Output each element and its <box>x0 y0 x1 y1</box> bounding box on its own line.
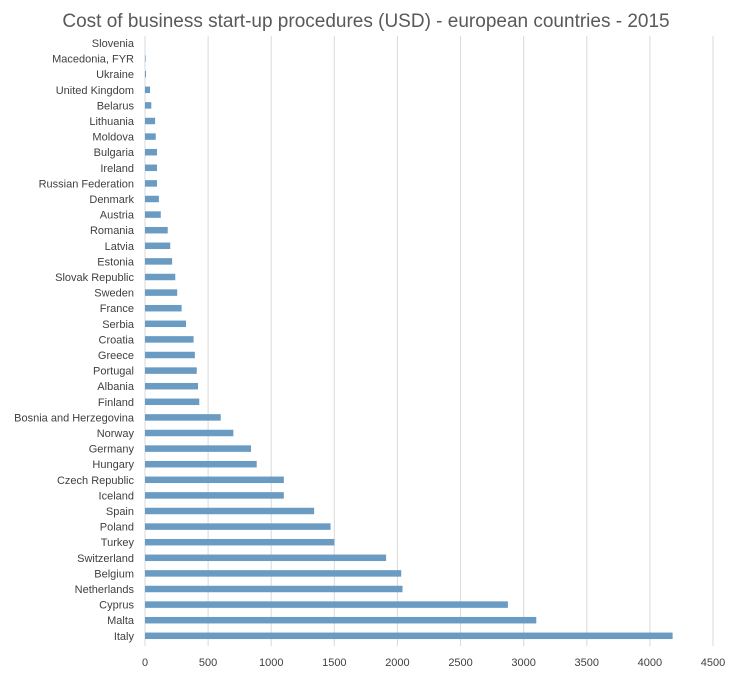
bar <box>145 242 171 250</box>
category-labels: Slovenia Macedonia, FYR Ukraine United King… <box>14 38 135 643</box>
category-label: Lithuania <box>89 116 135 128</box>
bar <box>145 367 197 374</box>
bar <box>145 86 151 94</box>
bar <box>145 133 156 140</box>
bar <box>145 523 331 530</box>
category-label: Denmark <box>89 194 134 206</box>
x-tick-label: 500 <box>199 657 217 669</box>
category-label: Belgium <box>94 568 134 580</box>
category-label: Ukraine <box>96 69 134 81</box>
category-label: Latvia <box>105 241 135 253</box>
category-label: Russian Federation <box>39 178 134 190</box>
bar <box>145 211 161 218</box>
bars <box>145 55 673 640</box>
category-label: France <box>100 303 134 315</box>
x-tick-label: 1500 <box>322 657 346 669</box>
x-tick-label: 3000 <box>511 657 535 669</box>
category-label: Macedonia, FYR <box>52 54 134 66</box>
category-label: Germany <box>89 444 135 456</box>
category-label: Switzerland <box>77 553 134 565</box>
category-label: Bulgaria <box>94 147 135 159</box>
bar <box>145 507 315 515</box>
category-label: Serbia <box>102 319 135 331</box>
category-label: Finland <box>98 397 134 409</box>
category-label: Poland <box>100 522 134 534</box>
category-label: Malta <box>107 615 135 627</box>
x-tick-label: 3500 <box>575 657 599 669</box>
bar <box>145 336 194 343</box>
category-label: Moldova <box>92 132 134 144</box>
category-label: Slovenia <box>92 38 135 50</box>
category-label: Hungary <box>92 459 134 471</box>
bar <box>145 445 252 452</box>
bar <box>145 570 402 577</box>
category-label: Norway <box>97 428 135 440</box>
bar <box>145 429 234 437</box>
x-tick-label: 1000 <box>259 657 283 669</box>
bar <box>145 382 199 390</box>
bar <box>145 585 403 593</box>
x-tick-label: 4500 <box>701 657 725 669</box>
bar <box>145 632 673 640</box>
category-label: Sweden <box>94 288 134 300</box>
bar <box>145 55 146 62</box>
category-label: Slovak Republic <box>55 272 134 284</box>
bar <box>145 320 187 328</box>
x-tick-label: 2500 <box>448 657 472 669</box>
bar <box>145 414 221 421</box>
bar <box>145 273 176 281</box>
bar <box>145 148 157 156</box>
bar <box>145 258 173 265</box>
category-label: Romania <box>90 225 135 237</box>
bar <box>145 180 157 187</box>
bar <box>145 351 195 359</box>
category-label: Netherlands <box>75 584 135 596</box>
x-axis-tick-labels: 0 500 1000 1500 2000 2500 3000 3500 4000 4500 <box>142 657 725 669</box>
bar <box>145 460 257 468</box>
bar <box>145 70 147 78</box>
bar <box>145 554 387 562</box>
category-label: Estonia <box>97 256 135 268</box>
bar <box>145 476 284 484</box>
category-label: Spain <box>106 506 134 518</box>
chart-title: Cost of business start-up procedures (US… <box>62 11 669 32</box>
category-label: Italy <box>114 631 135 643</box>
bar <box>145 304 182 312</box>
category-label: Portugal <box>93 366 134 378</box>
bar <box>145 117 156 125</box>
category-label: Bosnia and Herzegovina <box>14 412 135 424</box>
gridlines <box>144 36 714 646</box>
category-label: Albania <box>97 381 135 393</box>
bar <box>145 195 159 203</box>
bar <box>145 289 178 296</box>
bar <box>145 102 152 109</box>
category-label: Turkey <box>101 537 135 549</box>
category-label: Greece <box>98 350 134 362</box>
bar <box>145 601 508 608</box>
x-tick-label: 4000 <box>638 657 662 669</box>
category-label: Czech Republic <box>57 475 135 487</box>
category-label: United Kingdom <box>56 85 134 97</box>
category-label: Austria <box>100 210 135 222</box>
bar <box>145 226 168 234</box>
x-tick-label: 0 <box>142 657 148 669</box>
category-label: Croatia <box>99 334 135 346</box>
category-label: Cyprus <box>99 600 134 612</box>
bar <box>145 164 157 172</box>
x-tick-label: 2000 <box>385 657 409 669</box>
category-label: Ireland <box>100 163 134 175</box>
bar <box>145 538 335 546</box>
bar <box>145 398 200 406</box>
bar <box>145 616 537 624</box>
category-label: Iceland <box>99 490 134 502</box>
bar <box>145 492 284 499</box>
category-label: Belarus <box>97 100 135 112</box>
